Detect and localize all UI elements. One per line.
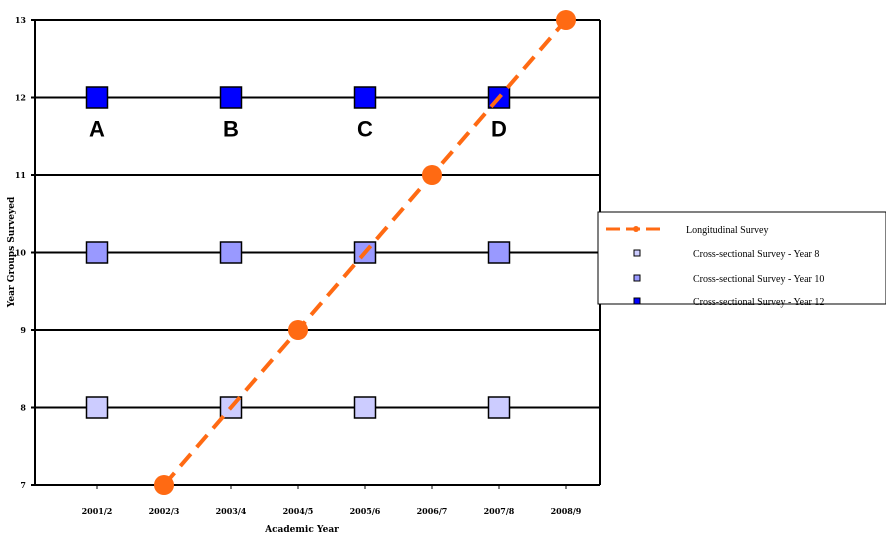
legend-box — [597, 211, 886, 305]
x-tick-label: 2003/4 — [216, 506, 247, 516]
axes: 7 8 9 10 11 12 13 2001/2 2002/3 2003/4 2004/5 2005/… — [15, 15, 601, 516]
legend-swatch — [633, 274, 641, 282]
data-point — [85, 86, 109, 109]
legend-swatch — [633, 297, 641, 305]
x-tick-label: 2001/2 — [82, 506, 113, 516]
data-point — [288, 320, 308, 340]
data-point — [219, 86, 243, 109]
y-tick-label: 10 — [15, 248, 27, 258]
y-tick-label: 13 — [15, 15, 27, 25]
x-tick-label: 2006/7 — [417, 506, 448, 516]
group-labels: A B C D — [89, 117, 507, 142]
x-axis-title: Academic Year — [264, 525, 339, 534]
legend-swatch-marker — [633, 226, 639, 232]
group-label: D — [491, 117, 507, 142]
legend-swatch — [633, 249, 641, 257]
x-tick-label: 2002/3 — [149, 506, 180, 516]
legend-label: Cross-sectional Survey - Year 10 — [693, 274, 824, 285]
y-tick-label: 11 — [15, 170, 26, 180]
plot-series — [85, 10, 576, 495]
data-point — [85, 241, 109, 264]
group-label: A — [89, 117, 105, 142]
data-point — [219, 241, 243, 264]
legend-label: Longitudinal Survey — [686, 225, 769, 236]
x-tick-label: 2008/9 — [551, 506, 582, 516]
data-point — [487, 241, 511, 264]
x-tick-label: 2007/8 — [484, 506, 515, 516]
y-axis-title: Year Groups Surveyed — [7, 196, 17, 308]
data-point — [556, 10, 576, 30]
series-line — [162, 18, 568, 487]
y-tick-label: 9 — [20, 325, 26, 335]
group-label: B — [223, 117, 239, 142]
legend-label: Cross-sectional Survey - Year 12 — [693, 297, 824, 308]
data-point — [154, 475, 174, 495]
data-point — [487, 396, 511, 419]
data-point — [85, 396, 109, 419]
x-tick-label: 2004/5 — [283, 506, 314, 516]
legend-label: Cross-sectional Survey - Year 8 — [693, 249, 819, 260]
legend: Longitudinal Survey Cross-sectional Surve… — [597, 211, 886, 308]
data-point — [353, 86, 377, 109]
x-tick-label: 2005/6 — [350, 506, 381, 516]
data-point — [353, 396, 377, 419]
y-tick-label: 12 — [15, 93, 26, 103]
group-label: C — [357, 117, 373, 142]
data-point — [422, 165, 442, 185]
y-tick-label: 8 — [20, 403, 26, 413]
y-tick-label: 7 — [20, 480, 26, 490]
